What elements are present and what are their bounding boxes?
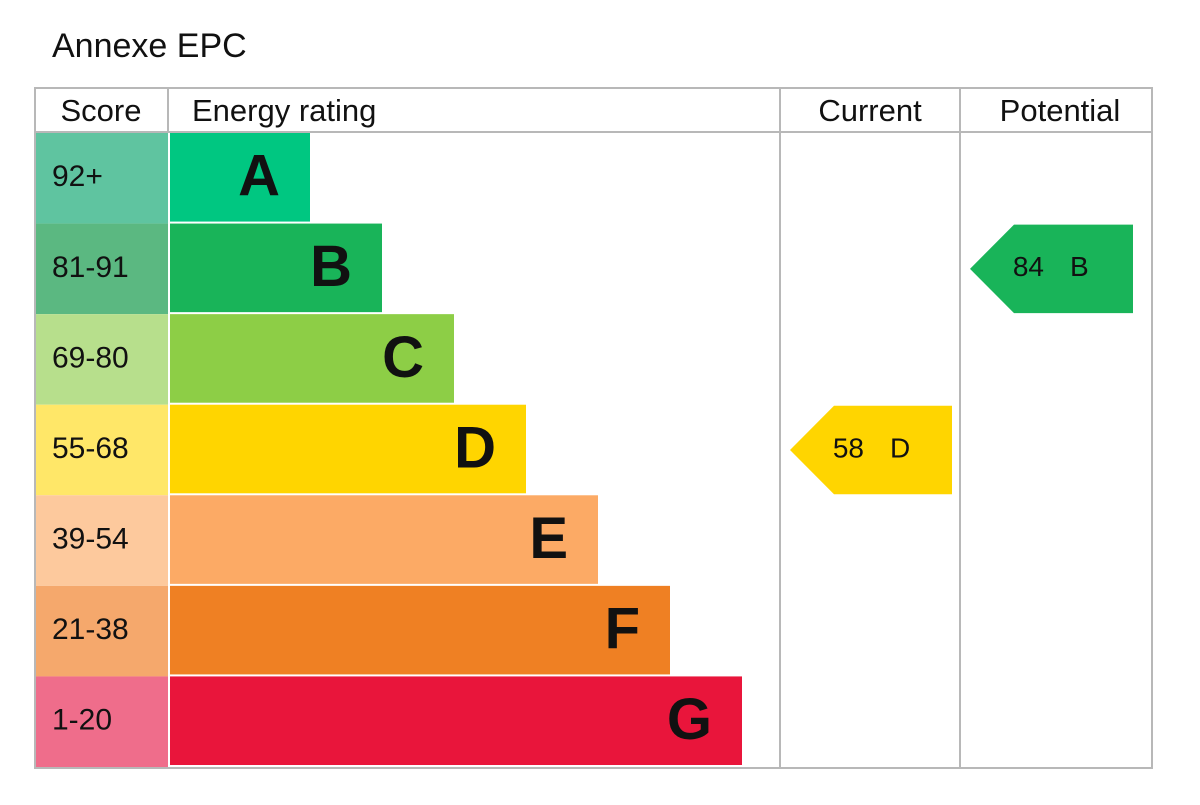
rating-bar — [170, 223, 382, 313]
rating-letter: B — [310, 234, 352, 299]
score-label: 39-54 — [52, 522, 129, 555]
score-cell — [36, 676, 168, 767]
current-arrow — [790, 405, 952, 495]
rating-letter: E — [529, 506, 568, 571]
rating-bar — [170, 676, 742, 765]
score-label: 21-38 — [52, 613, 129, 646]
column-header: Energy rating — [192, 93, 376, 128]
rating-letter: A — [238, 144, 280, 209]
score-label: 92+ — [52, 160, 103, 193]
current-value: 58 — [833, 432, 864, 463]
current-letter: D — [890, 432, 910, 463]
rating-bar — [170, 585, 670, 675]
column-header: Score — [61, 93, 142, 128]
score-label: 55-68 — [52, 432, 129, 465]
score-cell — [36, 495, 168, 586]
rating-letter: G — [667, 687, 712, 752]
score-cell — [36, 314, 168, 405]
rating-bar — [170, 404, 526, 494]
score-label: 69-80 — [52, 341, 129, 374]
score-cell — [36, 223, 168, 315]
title: Annexe EPC — [52, 27, 247, 65]
rating-letter: D — [454, 415, 496, 480]
rating-letter: F — [605, 596, 640, 661]
score-label: 81-91 — [52, 251, 129, 284]
score-cell — [36, 404, 168, 496]
score-label: 1-20 — [52, 704, 112, 737]
rating-bar — [170, 314, 454, 403]
potential-arrow — [970, 224, 1133, 314]
score-cell — [36, 585, 168, 677]
column-header: Current — [818, 93, 922, 128]
rating-bar — [170, 495, 598, 584]
score-cell — [36, 133, 168, 224]
potential-letter: B — [1070, 251, 1089, 282]
rating-letter: C — [382, 325, 424, 390]
rating-bar — [170, 133, 310, 222]
column-header: Potential — [1000, 93, 1121, 128]
frame — [34, 87, 1153, 769]
potential-value: 84 — [1013, 251, 1044, 282]
